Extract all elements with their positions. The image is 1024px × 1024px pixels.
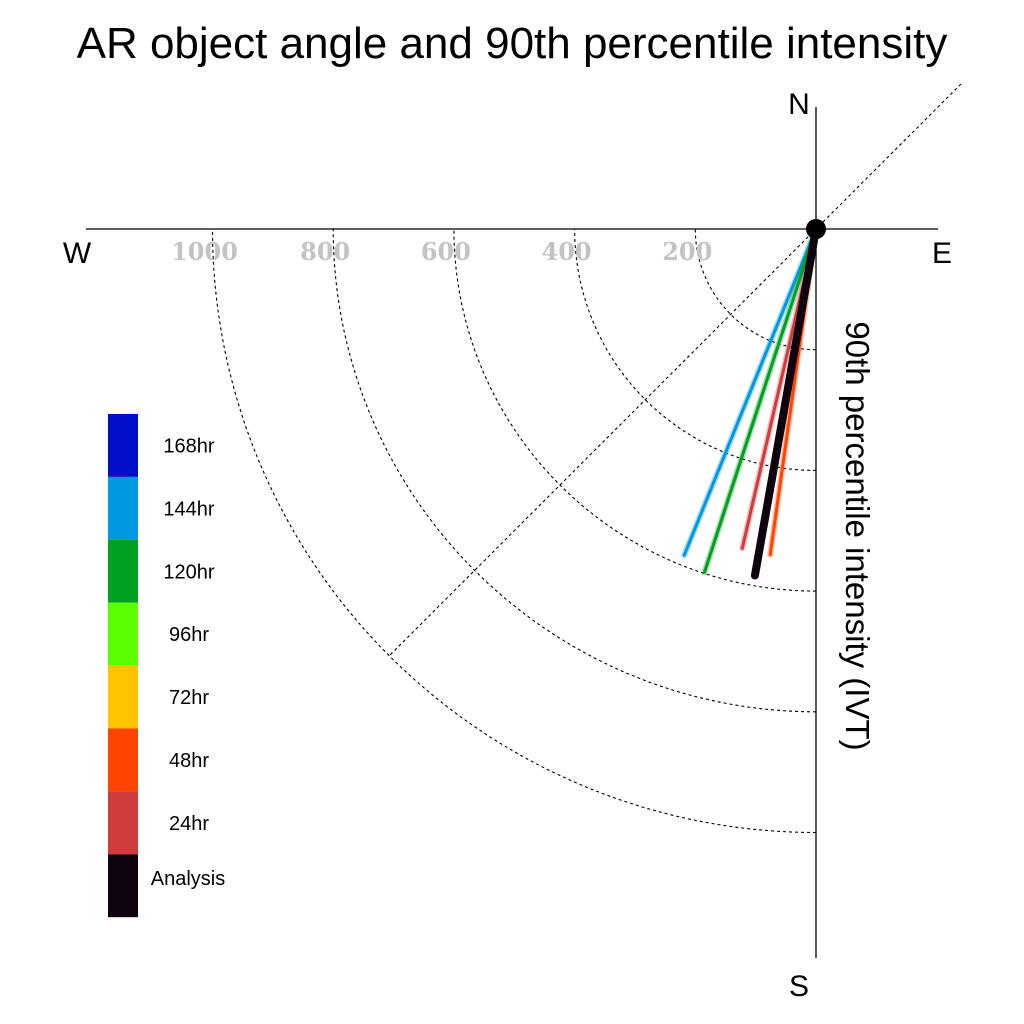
legend-swatch-48hr — [108, 728, 138, 792]
range-ring-600 — [453, 228, 817, 592]
north-label: N — [788, 88, 810, 121]
legend-swatch-96hr — [108, 602, 138, 666]
legend-swatch-144hr — [108, 476, 138, 540]
west-label: W — [63, 237, 92, 270]
legend-label-24hr: 24hr — [169, 813, 209, 835]
range-ring-1000 — [211, 228, 817, 834]
radial-ticks: 200 400 600 800 1000 — [171, 237, 712, 266]
legend-label-168hr: 168hr — [163, 435, 214, 457]
vector-144hr — [682, 227, 818, 557]
legend-label-72hr: 72hr — [169, 687, 209, 709]
legend-swatch-Analysis — [108, 854, 138, 918]
intensity-vectors — [681, 225, 820, 580]
legend-label-96hr: 96hr — [169, 624, 209, 646]
vector-Analysis — [750, 225, 820, 580]
diagonal-reference-line — [388, 83, 962, 657]
radial-tick-label: 400 — [542, 237, 592, 266]
legend-swatch-168hr — [108, 414, 138, 477]
legend-label-48hr: 48hr — [169, 750, 209, 772]
radial-tick-label: 1000 — [171, 237, 238, 266]
legend-swatch-72hr — [108, 665, 138, 729]
chart-title: AR object angle and 90th percentile inte… — [77, 19, 948, 68]
origin-marker — [806, 219, 826, 239]
radial-tick-label: 200 — [662, 237, 712, 266]
legend-label-144hr: 144hr — [163, 498, 214, 520]
radial-tick-label: 800 — [300, 237, 350, 266]
range-ring-800 — [332, 228, 817, 713]
south-label: S — [789, 970, 809, 1003]
east-label: E — [932, 237, 952, 270]
range-ring-200 — [694, 228, 817, 351]
radial-tick-label: 600 — [421, 237, 471, 266]
legend-swatch-120hr — [108, 539, 138, 603]
legend-swatch-24hr — [108, 791, 138, 855]
vector-120hr — [702, 227, 818, 574]
radial-axis-label: 90th percentile intensity (IVT) — [839, 321, 876, 750]
legend-label-120hr: 120hr — [163, 561, 214, 583]
legend: 168hr 144hr 120hr 96hr 72hr 48hr 24hr Analysis — [108, 414, 225, 918]
legend-label-Analysis: Analysis — [151, 868, 225, 890]
